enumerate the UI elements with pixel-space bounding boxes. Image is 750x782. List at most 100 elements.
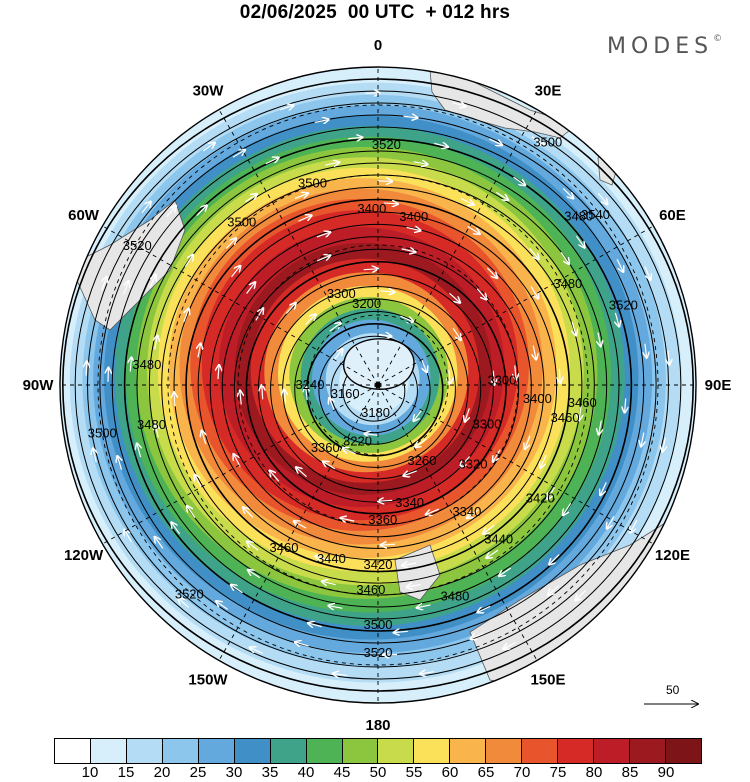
colorbar-swatch (522, 739, 559, 763)
wind-vector (315, 556, 329, 560)
longitude-label: 90W (23, 377, 55, 394)
height-contour (245, 260, 507, 515)
height-contour (197, 211, 558, 561)
colorbar-swatch (558, 739, 595, 763)
wind-vector (262, 385, 263, 400)
wind-vector (420, 358, 426, 372)
colorbar-swatch (342, 739, 379, 763)
contour-label: 3240 (296, 377, 325, 392)
wind-vector (630, 519, 638, 532)
wind-vector (325, 162, 339, 165)
longitude-label: 30W (193, 83, 225, 100)
wind-vector (489, 138, 502, 145)
contour-label: 3460 (270, 540, 299, 555)
colorbar-swatch (162, 739, 199, 763)
wind-vector (234, 454, 241, 467)
wind-vector (486, 549, 499, 558)
wind-vector (493, 449, 501, 462)
colorbar-tick-label: 90 (657, 764, 675, 781)
meridian-line (218, 384, 379, 661)
wind-vector (540, 454, 547, 468)
wind-vector (329, 398, 336, 412)
map-title: 02/06/2025 00 UTC + 012 hrs (239, 2, 511, 23)
wind-vector (531, 136, 544, 145)
wind-vector (563, 503, 572, 515)
wind-vector (381, 544, 395, 545)
wind-speed-colorbar (54, 738, 702, 764)
colorbar-swatch (630, 739, 666, 763)
colorbar-swatch (414, 739, 451, 763)
wind-vector (363, 269, 378, 270)
contour-label: 3500 (227, 215, 256, 230)
wind-vector (599, 420, 602, 435)
colorbar-swatch (594, 739, 630, 763)
wind-vector (296, 467, 307, 478)
longitude-label: 150W (188, 671, 228, 688)
wind-vector (607, 516, 615, 528)
land-africa (429, 69, 571, 139)
wind-vector (403, 116, 417, 118)
wind-vector (250, 647, 263, 654)
wind-vector (323, 462, 336, 470)
height-contour (148, 162, 608, 608)
longitude-label: 60W (68, 207, 100, 224)
wind-vector (434, 143, 448, 147)
wind-vector (478, 605, 491, 612)
contour-label: 3440 (317, 551, 346, 566)
longitude-label: 120E (655, 547, 690, 564)
wind-vector (597, 192, 607, 204)
wind-vector (496, 191, 508, 200)
contour-label: 3160 (331, 386, 360, 401)
wind-vector (465, 408, 469, 421)
height-contour (318, 335, 431, 445)
wind-vector (615, 312, 619, 327)
wind-vector (579, 406, 581, 420)
wind-vector (493, 370, 494, 385)
wind-vector (380, 291, 394, 292)
latitude-circle (97, 104, 659, 666)
wind-vector (378, 500, 393, 501)
contour-label: 3220 (343, 433, 372, 448)
wind-vector (225, 238, 236, 249)
wind-vector (467, 509, 479, 518)
wind-vector (452, 327, 461, 340)
wind-vector (449, 292, 460, 302)
wind-vector (285, 303, 295, 314)
meridian-line (377, 109, 538, 386)
wind-vector (218, 365, 219, 380)
contour-label: 3520 (175, 587, 204, 602)
colorbar-tick-label: 10 (81, 764, 99, 781)
wind-vector (184, 309, 189, 323)
south-pole-marker (375, 382, 381, 388)
contour-label: 3460 (356, 582, 385, 597)
wind-vector (130, 358, 131, 372)
wind-vector (155, 424, 158, 438)
vector-scale-label: 50 (666, 683, 680, 697)
contour-label: 3440 (484, 531, 513, 546)
wind-vector (625, 398, 626, 412)
longitude-label: 90E (705, 377, 732, 394)
wind-vector (401, 249, 416, 252)
contour-label: 3340 (452, 504, 481, 519)
colorbar-tick-label: 25 (189, 764, 207, 781)
wind-vector (124, 530, 133, 543)
longitude-label: 180 (365, 717, 390, 734)
contour-label: 3520 (372, 137, 401, 152)
wind-vector (265, 158, 279, 165)
wind-vector (216, 601, 228, 610)
colorbar-tick-label: 20 (153, 764, 171, 781)
wind-vector (166, 206, 176, 217)
contour-label: 3420 (526, 491, 555, 506)
wind-vector (141, 202, 151, 214)
contour-label: 3300 (473, 417, 502, 432)
wind-vector (402, 563, 417, 565)
latitude-circle (307, 314, 449, 456)
wind-vector (486, 267, 497, 278)
contour-label: 3400 (357, 201, 386, 216)
wind-vector (377, 335, 391, 337)
brand-mark: © (713, 34, 723, 44)
colorbar-tick-label: 70 (513, 764, 531, 781)
wind-vector (306, 386, 308, 401)
latitude-circle (237, 244, 519, 526)
meridian-line (377, 384, 538, 661)
